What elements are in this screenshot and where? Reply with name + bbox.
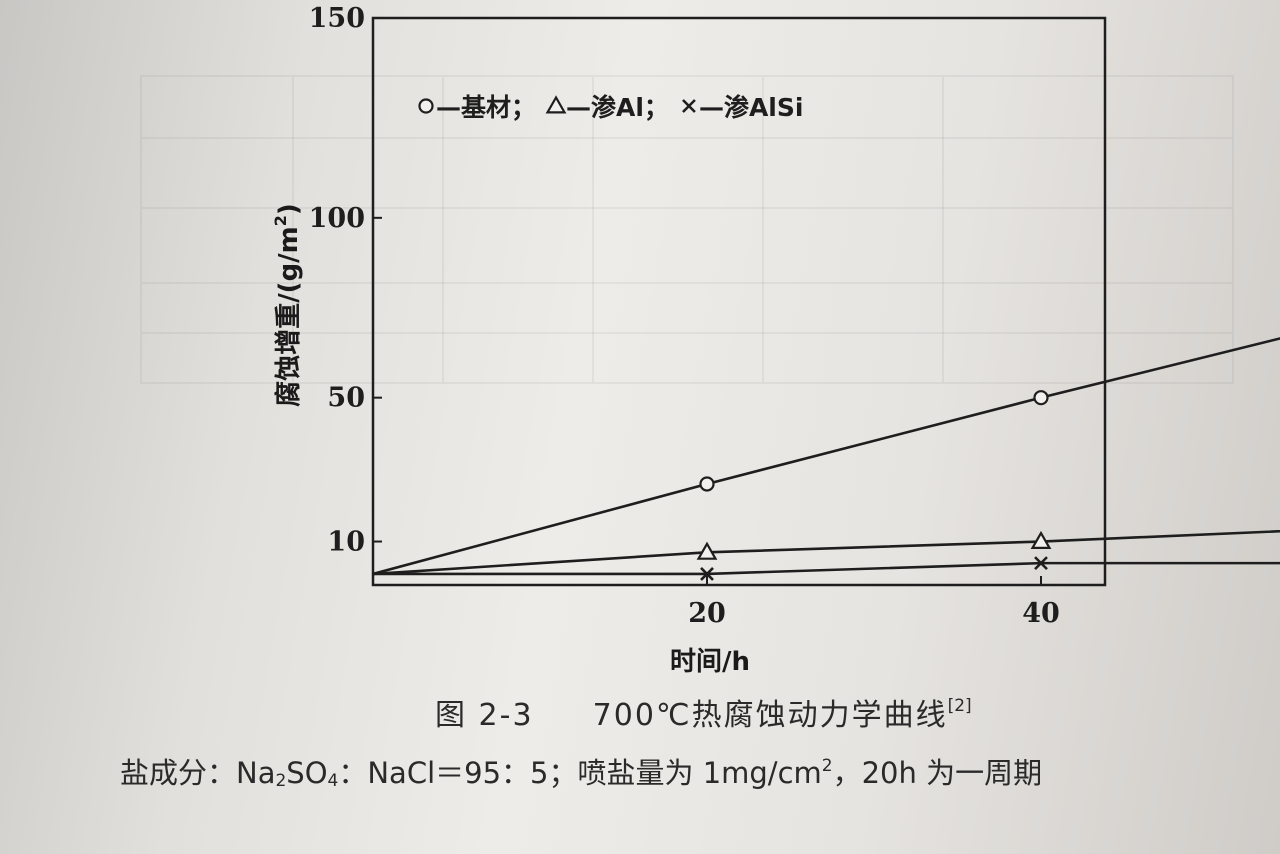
legend-marker <box>418 98 434 114</box>
note-prefix: 盐成分：Na <box>120 756 276 790</box>
data-point <box>696 541 718 560</box>
x-marker-stroke <box>1034 556 1048 571</box>
note-superscript: 2 <box>821 756 833 776</box>
data-point <box>700 566 714 581</box>
legend-marker <box>682 99 696 113</box>
figure-caption: 图 2-3 700℃热腐蚀动力学曲线[2] <box>435 690 972 734</box>
note-mid-1: SO <box>286 756 328 790</box>
data-point <box>1034 556 1048 571</box>
data-point <box>1030 530 1052 550</box>
series-triangle <box>372 529 1280 576</box>
figure-number: 图 2-3 <box>435 698 534 733</box>
x-tick-label: 40 <box>1022 598 1060 629</box>
series-line <box>372 529 1280 576</box>
y-axis-label-superscript: 2 <box>271 215 290 226</box>
note-subscript-2: 4 <box>327 771 339 791</box>
x-axis-label: 时间/h <box>670 647 750 677</box>
y-tick-label: 100 <box>309 203 365 234</box>
legend-label: —基材； <box>436 93 536 122</box>
legend-label: —渗AlSi <box>699 93 804 122</box>
y-axis-label: 腐蚀增重/(g/m2) <box>271 203 304 407</box>
chart: 204060801001201401601802001050100150 —基材… <box>271 3 1280 677</box>
y-tick-label: 150 <box>309 3 365 34</box>
figure-reference: [2] <box>947 696 972 716</box>
series-circle <box>372 337 1280 576</box>
x-marker-stroke <box>700 566 714 581</box>
y-axis-label-main: 腐蚀增重/(g/m <box>273 226 304 407</box>
y-tick-label: 50 <box>327 383 365 414</box>
series-x <box>373 556 1280 581</box>
x-tick-label: 20 <box>688 598 726 629</box>
data-point <box>699 476 715 492</box>
salt-composition-note: 盐成分：Na2SO4：NaCl＝95：5；喷盐量为 1mg/cm2，20h 为一… <box>120 750 1042 792</box>
y-tick-label: 10 <box>327 527 365 558</box>
y-axis-label-tail: ) <box>274 203 304 215</box>
series-line <box>373 561 1280 576</box>
data-point <box>1033 390 1049 406</box>
plot-frame <box>371 16 1107 587</box>
series-line <box>372 337 1280 576</box>
x-marker-stroke <box>682 99 696 113</box>
bleed-through-table <box>140 75 1234 384</box>
note-suffix: ，20h 为一周期 <box>832 756 1043 790</box>
axes: 204060801001201401601802001050100150 <box>309 3 1107 629</box>
legend-marker <box>545 95 567 114</box>
legend: —基材； —渗Al； —渗AlSi <box>418 93 804 122</box>
legend-label: —渗Al； <box>566 93 669 122</box>
series-layer <box>372 337 1280 581</box>
figure-title: 700℃热腐蚀动力学曲线 <box>592 698 948 733</box>
note-subscript-1: 2 <box>275 771 287 791</box>
note-mid-2: ：NaCl＝95：5；喷盐量为 1mg/cm <box>338 756 822 790</box>
